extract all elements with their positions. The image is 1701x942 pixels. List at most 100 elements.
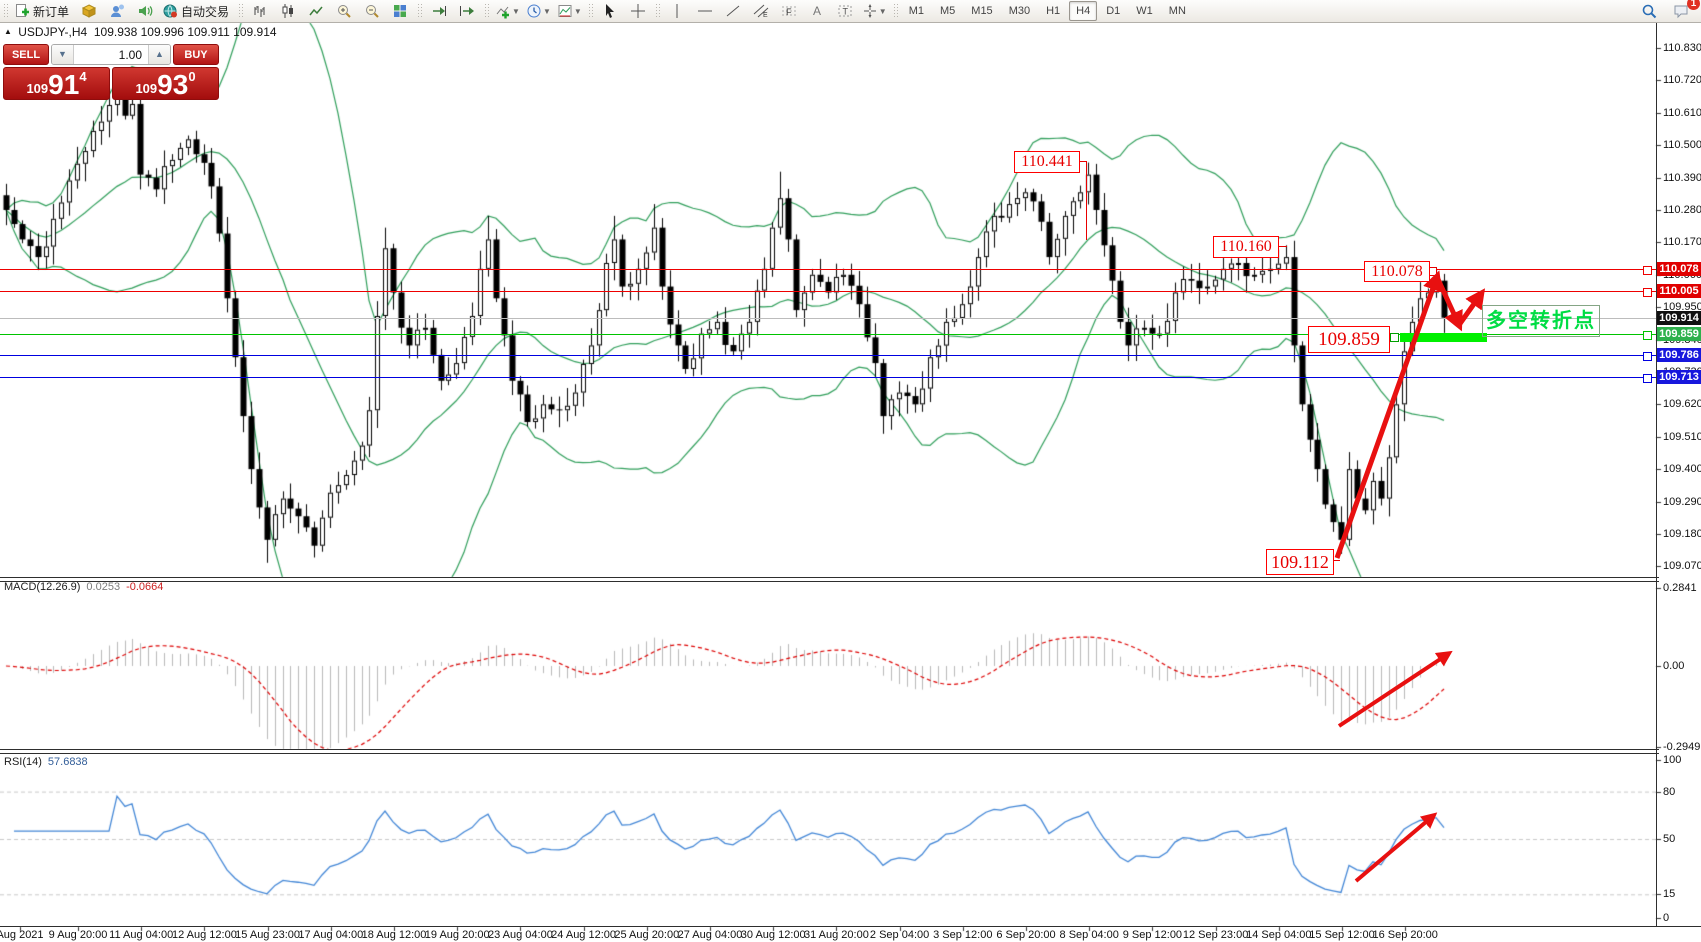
candlestick-chart-button[interactable]	[274, 0, 302, 22]
ohlc-low: 109.911	[187, 25, 230, 39]
bar-chart-button[interactable]	[246, 0, 274, 22]
trendline-icon	[725, 3, 741, 19]
price-axis-line[interactable]	[1656, 22, 1657, 927]
time-axis-label: 17 Aug 04:00	[298, 929, 364, 941]
sell-button[interactable]: SELL	[3, 44, 49, 65]
dropdown-caret-icon: ▼	[542, 6, 551, 16]
community-button[interactable]	[103, 0, 131, 22]
line-handle[interactable]	[1643, 266, 1652, 275]
toolbar-gripper[interactable]	[238, 3, 244, 19]
line-chart-button[interactable]	[302, 0, 330, 22]
crosshair-button[interactable]	[624, 0, 652, 22]
price-tick-label: 109.950	[1663, 301, 1701, 314]
auto-scroll-icon	[431, 3, 447, 19]
buy-button[interactable]: BUY	[173, 44, 219, 65]
buy-price-button[interactable]: 109 93 0	[112, 67, 219, 100]
price-tick-label: 110.610	[1663, 106, 1701, 119]
toolbar: 新订单 自动交易 ▼ ▼ ▼ E F A T ▼ M1 M5 M15 M30 H1 H4 D…	[0, 0, 1701, 23]
level-line-109713[interactable]	[0, 377, 1656, 378]
zoom-in-button[interactable]	[330, 0, 358, 22]
level-line-109786[interactable]	[0, 355, 1656, 356]
fibonacci-button[interactable]: F	[775, 0, 803, 22]
horizontal-line-button[interactable]	[691, 0, 719, 22]
svg-text:A: A	[813, 4, 821, 18]
new-order-button[interactable]: 新订单	[11, 0, 75, 22]
collapse-triangle-icon[interactable]: ▲	[4, 27, 12, 36]
timeframe-button-m5[interactable]: M5	[940, 5, 956, 17]
toolbar-gripper[interactable]	[417, 3, 423, 19]
timeframe-button-m15[interactable]: M15	[971, 5, 993, 17]
timeframe-button-w1[interactable]: W1	[1136, 5, 1153, 17]
line-handle[interactable]	[1643, 352, 1652, 361]
notifications-button[interactable]: 1	[1667, 0, 1700, 22]
toolbar-gripper[interactable]	[587, 3, 593, 19]
toolbar-gripper[interactable]	[484, 3, 490, 19]
text-button[interactable]: A	[803, 0, 831, 22]
templates-button[interactable]: ▼	[554, 0, 585, 22]
trendline-button[interactable]	[719, 0, 747, 22]
level-line-110005[interactable]	[0, 291, 1656, 292]
cube-icon	[81, 3, 97, 19]
timeframe-button-h4[interactable]: H4	[1069, 1, 1098, 21]
time-axis-label: 15 Sep 12:00	[1309, 929, 1375, 941]
price-label-109859[interactable]: 109.859	[1308, 326, 1390, 353]
price-label-109112[interactable]: 109.112	[1266, 549, 1334, 575]
timeframe-button-m1[interactable]: M1	[908, 5, 924, 17]
volume-input[interactable]	[74, 45, 148, 64]
pane-splitter-rsi[interactable]	[0, 749, 1659, 754]
search-icon	[1641, 3, 1657, 19]
time-axis-label: 15 Aug 23:00	[235, 929, 301, 941]
text-label-button[interactable]: T	[831, 0, 859, 22]
timeframe-button-m30[interactable]: M30	[1008, 5, 1031, 17]
macd-scale-label: 0.00	[1663, 660, 1685, 672]
indicators-button[interactable]: ▼	[492, 0, 523, 22]
price-tick-label: 110.170	[1663, 236, 1701, 249]
person-cloud-icon	[109, 3, 125, 19]
time-axis-label: 23 Aug 04:00	[487, 929, 553, 941]
history-center-button[interactable]	[75, 0, 103, 22]
timeframe-button-h1[interactable]: H1	[1046, 5, 1061, 17]
price-label-110078[interactable]: 110.078	[1364, 261, 1430, 282]
dropdown-caret-icon: ▼	[573, 6, 582, 16]
volume-increase-button[interactable]: ▲	[148, 45, 170, 64]
price-tick-label: 110.720	[1663, 74, 1701, 87]
toolbar-gripper[interactable]	[3, 3, 8, 19]
line-handle[interactable]	[1643, 331, 1652, 340]
periods-button[interactable]: ▼	[523, 0, 554, 22]
cursor-button[interactable]	[596, 0, 624, 22]
chart-shift-button[interactable]	[453, 0, 481, 22]
chart-shift-icon	[459, 3, 475, 19]
auto-scroll-button[interactable]	[425, 0, 453, 22]
bull-bear-turning-point-note[interactable]: 多空转折点	[1482, 305, 1600, 337]
toolbar-gripper[interactable]	[892, 3, 898, 19]
channel-icon: E	[753, 3, 769, 19]
line-handle[interactable]	[1643, 374, 1652, 383]
timeframe-button-mn[interactable]: MN	[1168, 5, 1186, 17]
level-line-110078[interactable]	[0, 269, 1656, 270]
timeframe-button-d1[interactable]: D1	[1106, 5, 1121, 17]
price-tag-110005: 110.005	[1657, 283, 1701, 298]
volume-decrease-button[interactable]: ▼	[52, 45, 74, 64]
price-label-110441[interactable]: 110.441	[1014, 151, 1080, 173]
one-click-trading-panel: SELL ▼ ▲ BUY 109 91 4 109 93 0	[3, 44, 219, 100]
toolbar-gripper[interactable]	[654, 3, 660, 19]
candlestick-chart-icon	[280, 3, 296, 19]
pane-splitter-macd[interactable]	[0, 577, 1659, 582]
level-line-109914[interactable]	[0, 318, 1656, 319]
signals-button[interactable]	[131, 0, 159, 22]
equidistant-channel-button[interactable]: E	[747, 0, 775, 22]
line-handle[interactable]	[1643, 288, 1652, 297]
sell-price-button[interactable]: 109 91 4	[3, 67, 110, 100]
search-button[interactable]	[1635, 0, 1663, 22]
line-handle[interactable]	[1390, 333, 1399, 342]
level-line-109859[interactable]	[0, 334, 1656, 335]
zoom-out-button[interactable]	[358, 0, 386, 22]
arrows-tool-button[interactable]: ▼	[859, 0, 890, 22]
tile-windows-button[interactable]	[386, 0, 414, 22]
vertical-line-button[interactable]	[663, 0, 691, 22]
support-highlight-band[interactable]	[1400, 333, 1487, 342]
price-label-110160[interactable]: 110.160	[1213, 236, 1279, 258]
time-axis-line[interactable]	[0, 926, 1701, 927]
autotrading-button[interactable]: 自动交易	[159, 0, 235, 22]
